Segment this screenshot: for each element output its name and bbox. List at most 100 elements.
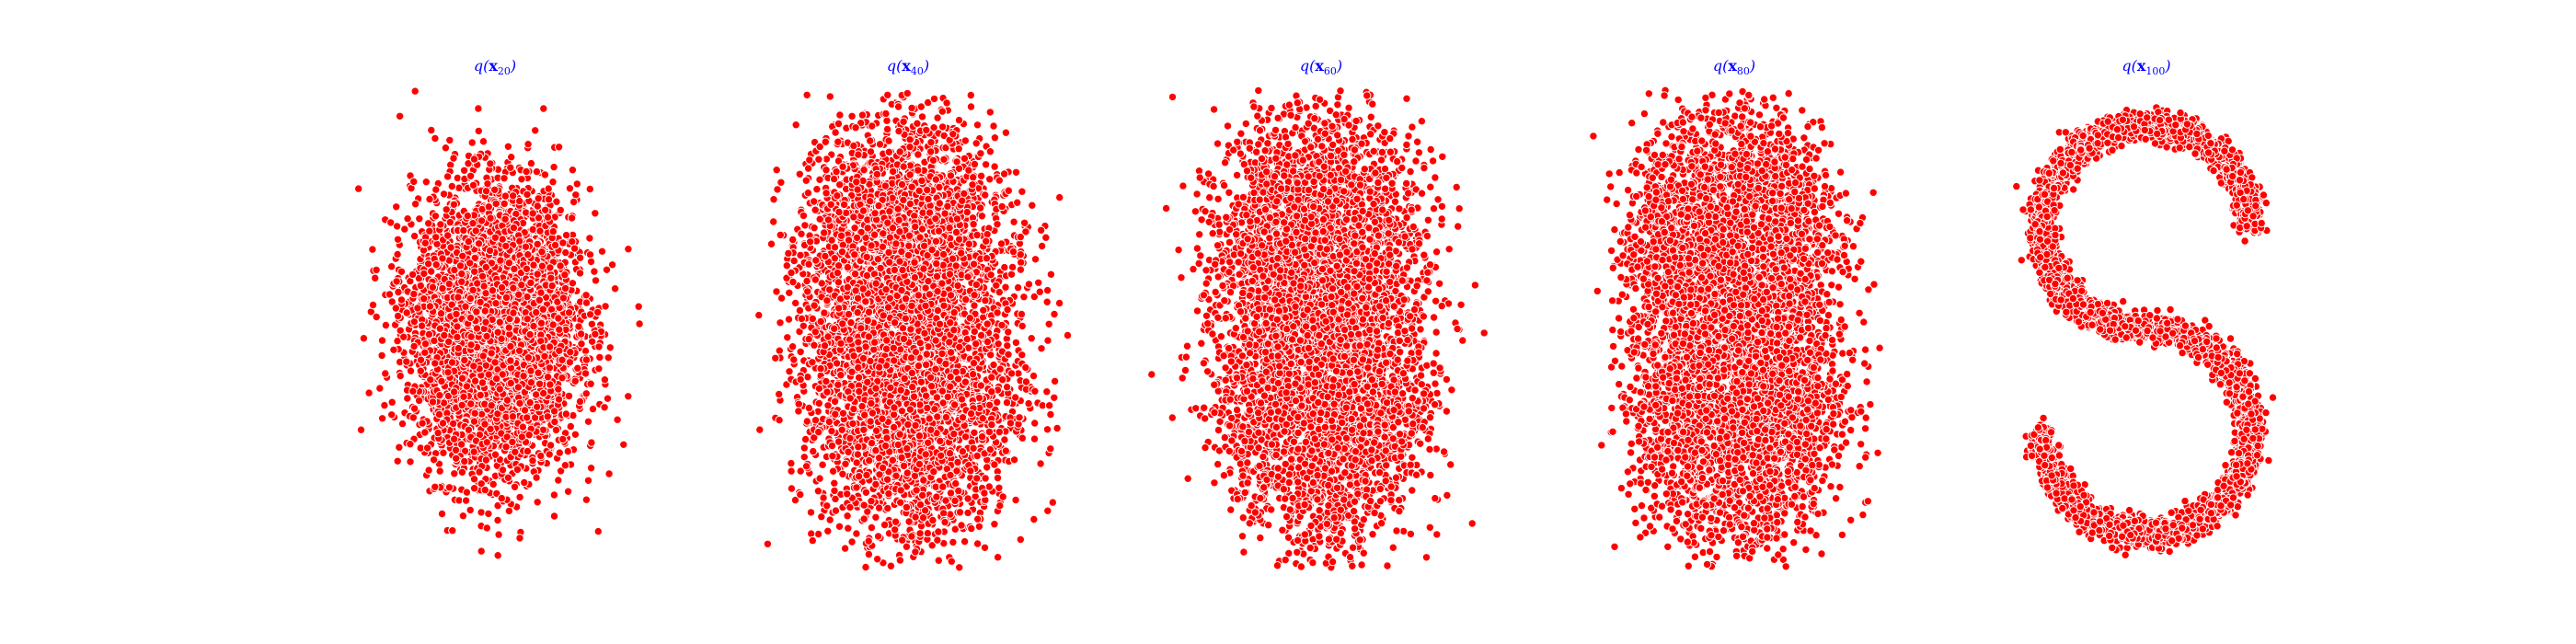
scatter-point: [501, 443, 511, 452]
scatter-point: [577, 339, 586, 349]
scatter-point: [484, 202, 493, 212]
scatter-point: [546, 380, 555, 389]
scatter-point: [556, 205, 565, 215]
scatter-point: [591, 276, 601, 285]
scatter-point: [414, 396, 424, 406]
scatter-point: [436, 309, 446, 318]
scatter-point: [526, 378, 536, 387]
scatter-point: [408, 413, 418, 422]
scatter-point: [428, 397, 438, 407]
scatter-point: [586, 257, 596, 267]
scatter-point: [375, 384, 385, 393]
scatter-point: [493, 328, 502, 337]
scatter-point: [466, 293, 476, 304]
scatter-point: [462, 382, 472, 391]
scatter-point: [469, 484, 479, 493]
scatter-point: [474, 104, 483, 113]
scatter-point: [389, 345, 398, 354]
scatter-point: [600, 375, 610, 385]
scatter-point: [447, 181, 456, 191]
scatter-point: [520, 406, 530, 415]
scatter-point: [464, 425, 474, 434]
scatter-point: [558, 434, 568, 444]
scatter-point: [548, 226, 558, 236]
scatter-point: [550, 240, 560, 250]
scatter-point: [394, 287, 403, 297]
scatter-point: [434, 409, 444, 420]
scatter-point: [484, 370, 493, 379]
scatter-point: [581, 389, 591, 398]
scatter-point: [558, 238, 568, 247]
scatter-point: [482, 523, 491, 533]
scatter-point: [500, 199, 509, 209]
scatter-point: [569, 197, 579, 207]
scatter-point: [476, 390, 485, 400]
scatter-point: [526, 158, 536, 168]
scatter-point: [493, 515, 502, 525]
scatter-point: [514, 346, 524, 355]
scatter-point: [563, 487, 573, 496]
scatter-point: [547, 281, 557, 291]
scatter-point: [515, 196, 524, 206]
scatter-point: [601, 302, 610, 311]
scatter-point: [443, 231, 453, 240]
scatter-point: [500, 174, 509, 183]
scatter-point: [565, 358, 575, 367]
scatter-point: [574, 322, 583, 331]
scatter-point: [597, 247, 607, 256]
scatter-point: [523, 315, 532, 324]
scatter-point: [431, 260, 441, 270]
scatter-point: [468, 219, 477, 228]
scatter-point: [555, 325, 564, 334]
scatter-point: [368, 245, 377, 254]
scatter-point: [440, 330, 449, 340]
scatter-point: [485, 246, 495, 256]
scatter-point: [523, 413, 532, 422]
scatter-point: [549, 512, 559, 521]
scatter-point: [409, 289, 419, 299]
scatter-point: [464, 236, 473, 247]
scatter-point: [381, 369, 390, 378]
scatter-point: [482, 438, 491, 447]
scatter-point: [491, 199, 500, 209]
scatter-point: [377, 336, 387, 345]
scatter-point: [488, 286, 498, 295]
scatter-point: [536, 318, 546, 328]
scatter-point: [457, 277, 466, 286]
scatter-point: [524, 431, 534, 440]
scatter-point: [543, 213, 553, 222]
scatter-point: [402, 357, 411, 366]
scatter-point: [409, 231, 420, 241]
scatter-point: [457, 400, 466, 410]
scatter-point: [431, 233, 441, 242]
scatter-point: [463, 211, 472, 221]
scatter-point: [581, 298, 592, 307]
scatter-point: [560, 270, 569, 280]
scatter-point: [452, 454, 461, 463]
scatter-point: [522, 264, 532, 273]
scatter-point: [602, 265, 612, 274]
scatter-point: [551, 425, 561, 435]
scatter-point: [561, 230, 571, 240]
scatter-point: [497, 493, 506, 503]
scatter-point: [466, 340, 476, 350]
scatter-point: [462, 488, 472, 497]
scatter-point: [424, 466, 433, 475]
scatter-point: [427, 267, 436, 276]
scatter-point: [457, 374, 467, 383]
scatter-point: [561, 247, 570, 258]
scatter-point: [474, 239, 484, 248]
scatter-point: [520, 477, 529, 488]
scatter-point: [533, 239, 542, 249]
scatter-point: [469, 475, 479, 484]
scatter-point: [517, 432, 527, 442]
scatter-point: [509, 283, 518, 293]
scatter-point: [517, 281, 526, 290]
scatter-point: [461, 496, 471, 505]
scatter-point: [425, 194, 434, 204]
scatter-point: [546, 441, 556, 450]
scatter-point: [567, 213, 577, 223]
scatter-point: [565, 184, 575, 193]
scatter-point: [500, 214, 510, 224]
scatter-point: [573, 363, 582, 373]
